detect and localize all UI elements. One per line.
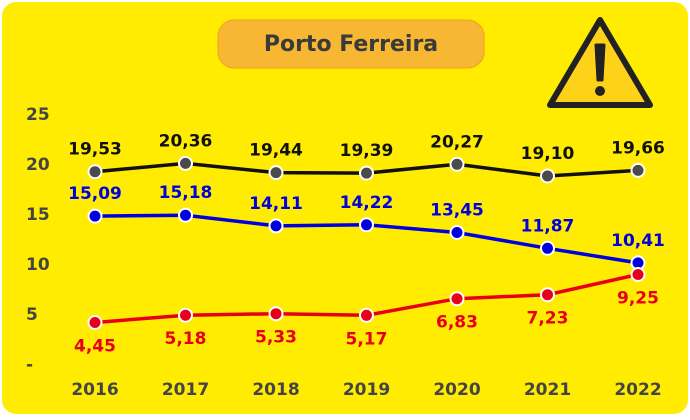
data-label: 19,39 [340, 141, 394, 161]
point [449, 156, 465, 172]
point [540, 168, 555, 184]
data-label: 19,10 [521, 144, 575, 164]
data-label: 13,45 [430, 201, 484, 221]
y-tick-label: - [26, 355, 33, 375]
point [359, 165, 374, 181]
x-tick-label: 2017 [162, 380, 209, 400]
data-label: 20,36 [159, 131, 213, 151]
data-label: 9,25 [617, 289, 659, 309]
data-label: 11,87 [521, 216, 575, 236]
data-label: 5,18 [165, 329, 207, 349]
data-label: 15,18 [159, 183, 213, 203]
point [540, 240, 555, 256]
point [87, 315, 103, 330]
data-label: 6,83 [436, 313, 478, 333]
y-tick-label: 25 [26, 105, 50, 125]
point [449, 225, 465, 240]
title-pill [217, 19, 485, 69]
data-label: 14,22 [340, 193, 394, 213]
x-tick-label: 2016 [71, 380, 118, 400]
point [268, 165, 284, 181]
data-label: 19,53 [68, 140, 122, 160]
point [359, 217, 374, 233]
point [268, 306, 284, 322]
point [178, 155, 193, 171]
x-tick-label: 2021 [524, 380, 571, 400]
point [178, 207, 193, 223]
y-tick-label: 10 [26, 255, 50, 275]
data-label: 20,27 [430, 132, 484, 152]
y-tick-label: 5 [26, 305, 38, 325]
data-label: 10,41 [611, 231, 665, 251]
point [178, 307, 193, 323]
data-label: 14,11 [249, 194, 303, 214]
point [268, 218, 284, 234]
point [630, 162, 646, 178]
x-tick-label: 2019 [343, 380, 390, 400]
point [87, 164, 103, 180]
x-tick-label: 2022 [614, 380, 661, 400]
x-tick-label: 2020 [433, 380, 480, 400]
data-label: 19,66 [611, 138, 665, 158]
data-label: 4,45 [74, 337, 116, 357]
point [540, 287, 555, 303]
point [359, 307, 374, 323]
point [87, 208, 103, 224]
data-label: 7,23 [527, 309, 569, 329]
chart-title: Porto Ferreira [264, 32, 438, 57]
warning-icon [547, 17, 653, 108]
data-label: 5,33 [255, 328, 297, 348]
point [449, 291, 465, 307]
data-label: 5,17 [346, 329, 388, 349]
y-tick-label: 20 [26, 155, 50, 175]
background [2, 2, 688, 414]
point [630, 267, 646, 282]
data-label: 19,44 [249, 141, 303, 161]
x-tick-label: 2018 [252, 380, 299, 400]
y-tick-label: 15 [26, 205, 50, 225]
data-label: 15,09 [68, 184, 122, 204]
